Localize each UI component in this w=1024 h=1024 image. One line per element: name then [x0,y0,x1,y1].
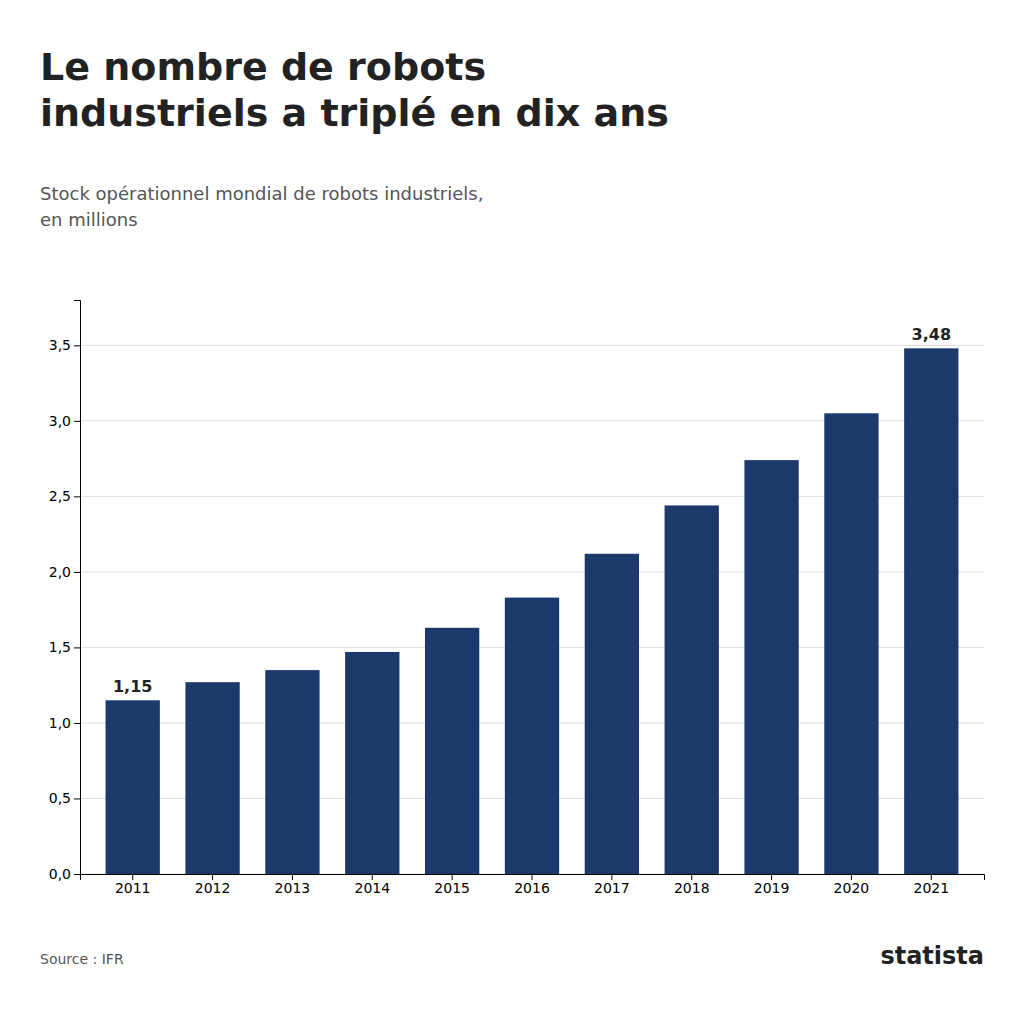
x-tick-label: 2013 [275,880,311,896]
x-axis: 2011 2012 2013 2014 2015 2016 2017 2018 2019 2020… [81,874,985,896]
bar [185,682,239,874]
bar [904,348,958,874]
y-tick: 2,5 [49,488,80,504]
x-tick-label: 2015 [434,880,470,896]
bar [265,670,319,874]
grid-line [80,345,984,346]
y-tick-label: 3,5 [49,337,71,353]
x-tick-label: 2014 [354,880,390,896]
y-tick: 3,5 [49,337,80,353]
subtitle: Stock opérationnel mondial de robots ind… [40,183,483,230]
bar [345,652,399,874]
bar [665,505,719,874]
y-tick-label: 0,5 [49,790,71,806]
x-tick: 2019 [754,874,790,896]
y-tick-label: 2,0 [49,564,71,580]
x-tick: 2016 [514,874,550,896]
x-tick: 2014 [354,874,390,896]
bar [505,598,559,874]
y-tick: 1,5 [49,639,80,655]
bar [824,413,878,874]
x-tick-label: 2021 [913,880,949,896]
y-tick-mark [74,874,80,875]
bar [744,460,798,874]
y-tick-label: 3,0 [49,413,71,429]
x-tick-label: 2019 [754,880,790,896]
y-tick-label: 2,5 [49,488,71,504]
y-tick-mark [74,345,80,346]
plot: 0,0 0,5 1,0 1,5 2,0 2,5 3,0 3,5 2011 2012 2013 2014… [49,301,985,896]
grid [80,345,984,874]
y-tick-mark [74,723,80,724]
x-tick-label: 2017 [594,880,630,896]
y-axis-line [74,301,81,875]
x-tick-label: 2016 [514,880,550,896]
bar [106,700,160,874]
x-tick-label: 2011 [115,880,151,896]
y-tick: 0,0 [49,866,80,882]
x-tick: 2011 [115,874,151,896]
y-tick: 3,0 [49,413,80,429]
data-labels: 1,15 3,48 [113,325,951,696]
x-tick-label: 2018 [674,880,710,896]
bars [106,348,959,874]
y-tick-mark [74,421,80,422]
x-tick: 2017 [594,874,630,896]
y-tick-mark [74,496,80,497]
y-tick-mark [74,798,80,799]
y-tick-label: 1,5 [49,639,71,655]
x-tick: 2020 [834,874,870,896]
y-tick: 0,5 [49,790,80,806]
y-tick-mark [74,647,80,648]
y-tick-label: 1,0 [49,715,71,731]
y-tick: 1,0 [49,715,80,731]
y-tick-mark [74,572,80,573]
bar [585,554,639,874]
x-tick: 2018 [674,874,710,896]
annotation: statista [880,942,984,970]
x-tick-label: 2020 [834,880,870,896]
chart: Le nombre de robotsindustriels a triplé … [0,0,1024,1024]
y-tick: 2,0 [49,564,80,580]
y-axis: 0,0 0,5 1,0 1,5 2,0 2,5 3,0 3,5 [49,301,81,882]
x-tick: 2012 [195,874,231,896]
data-label: 3,48 [912,325,951,344]
x-tick: 2013 [275,874,311,896]
bar [425,628,479,874]
x-tick: 2021 [913,874,949,896]
title: Le nombre de robotsindustriels a triplé … [40,45,669,135]
data-label: 1,15 [113,677,152,696]
x-tick: 2015 [434,874,470,896]
y-tick-label: 0,0 [49,866,71,882]
source: Source : IFR [40,951,124,967]
x-tick-label: 2012 [195,880,231,896]
